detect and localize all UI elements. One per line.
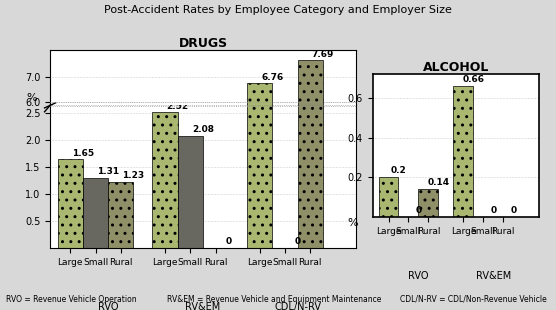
Bar xyxy=(297,60,323,250)
Text: 0: 0 xyxy=(415,206,421,215)
Bar xyxy=(108,220,133,250)
Bar xyxy=(178,199,203,250)
Text: 0: 0 xyxy=(225,237,231,246)
Y-axis label: %: % xyxy=(347,219,358,228)
Bar xyxy=(247,0,272,248)
Text: RVO: RVO xyxy=(98,302,118,310)
Text: RV&EM: RV&EM xyxy=(476,271,511,281)
Bar xyxy=(297,0,323,248)
Bar xyxy=(247,83,272,250)
Text: 1.65: 1.65 xyxy=(72,148,94,157)
Bar xyxy=(83,218,108,250)
Bar xyxy=(58,159,83,248)
Text: 0: 0 xyxy=(490,206,497,215)
Bar xyxy=(379,177,399,217)
Bar xyxy=(58,210,83,250)
Text: 0: 0 xyxy=(510,206,517,215)
Bar xyxy=(454,86,473,217)
Text: 1.31: 1.31 xyxy=(97,167,119,176)
Bar xyxy=(83,178,108,248)
Text: 2.52: 2.52 xyxy=(167,102,188,111)
Text: RV&EM: RV&EM xyxy=(185,302,221,310)
Text: 6.76: 6.76 xyxy=(261,73,284,82)
Bar xyxy=(178,136,203,248)
Text: Post-Accident Rates by Employee Category and Employer Size: Post-Accident Rates by Employee Category… xyxy=(104,5,452,15)
Bar xyxy=(152,188,178,250)
Text: CDL/N-RV = CDL/Non-Revenue Vehicle: CDL/N-RV = CDL/Non-Revenue Vehicle xyxy=(400,294,547,303)
Bar xyxy=(419,189,439,217)
Text: 0: 0 xyxy=(295,237,301,246)
Text: 0.66: 0.66 xyxy=(463,75,484,84)
Y-axis label: %: % xyxy=(26,93,37,103)
Bar xyxy=(108,182,133,248)
Title: ALCOHOL: ALCOHOL xyxy=(423,61,489,74)
Text: RVO = Revenue Vehicle Operation: RVO = Revenue Vehicle Operation xyxy=(6,294,136,303)
Text: 2.08: 2.08 xyxy=(192,126,214,135)
Text: 7.69: 7.69 xyxy=(312,50,334,59)
Text: 0.14: 0.14 xyxy=(428,178,449,187)
Bar xyxy=(152,113,178,248)
Text: RV&EM = Revenue Vehicle and Equipment Maintenance: RV&EM = Revenue Vehicle and Equipment Ma… xyxy=(167,294,381,303)
Text: 0.2: 0.2 xyxy=(391,166,406,175)
Text: CDL/N-RV: CDL/N-RV xyxy=(274,302,321,310)
Text: 1.23: 1.23 xyxy=(122,171,145,180)
Title: DRUGS: DRUGS xyxy=(178,37,227,50)
Text: RVO: RVO xyxy=(408,271,429,281)
